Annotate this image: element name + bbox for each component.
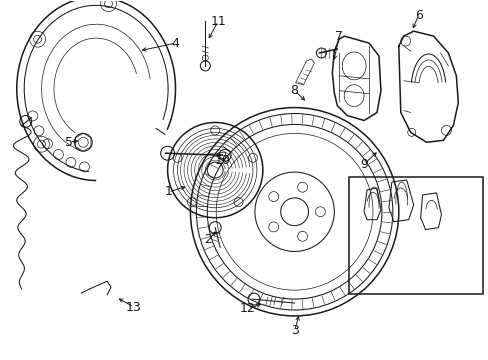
Text: 5: 5 xyxy=(65,136,73,149)
Text: 4: 4 xyxy=(171,37,179,50)
Text: 12: 12 xyxy=(240,302,255,315)
Text: 8: 8 xyxy=(290,84,298,97)
Text: 7: 7 xyxy=(335,30,343,42)
Text: 6: 6 xyxy=(414,9,422,22)
Text: 10: 10 xyxy=(214,154,230,167)
Text: 13: 13 xyxy=(126,301,142,314)
Text: 3: 3 xyxy=(290,324,298,337)
Bar xyxy=(348,177,482,294)
Text: 9: 9 xyxy=(359,158,367,171)
Text: 2: 2 xyxy=(204,233,212,246)
Text: 1: 1 xyxy=(164,185,172,198)
Text: 11: 11 xyxy=(210,15,225,28)
